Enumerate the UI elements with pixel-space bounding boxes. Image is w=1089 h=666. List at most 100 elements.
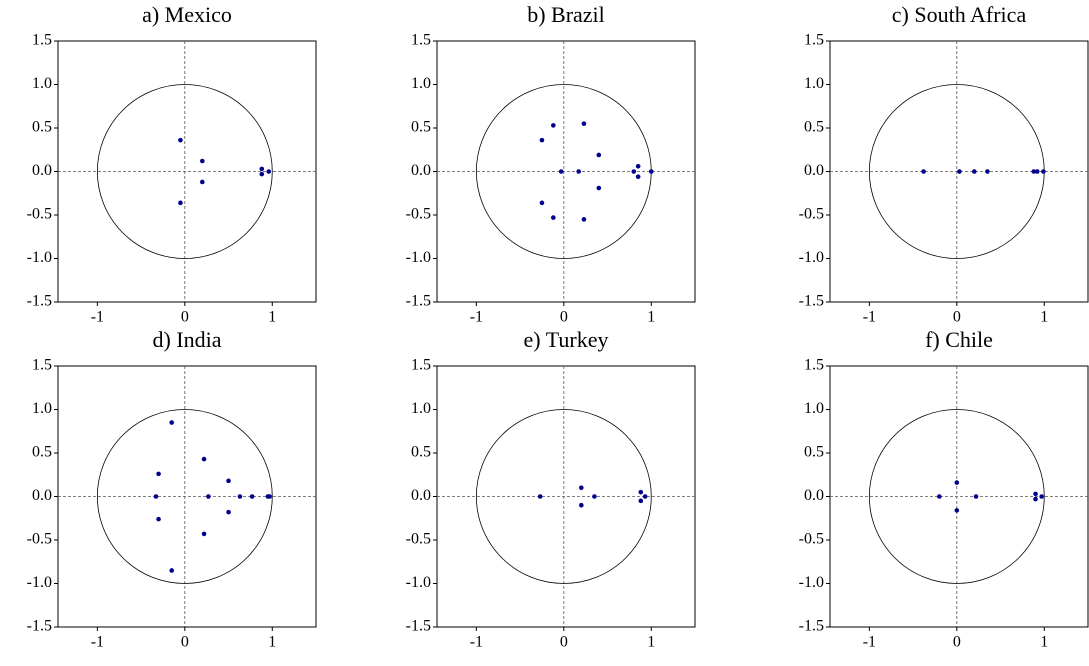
y-tick-label: -1.5 <box>799 293 824 310</box>
point <box>226 509 231 515</box>
y-tick-label: 1.5 <box>411 357 431 374</box>
y-tick-label: 0.0 <box>804 162 824 179</box>
point <box>937 494 942 499</box>
point <box>200 158 205 164</box>
y-tick-label: 0.0 <box>32 487 52 504</box>
y-tick-label: 0.5 <box>411 119 431 136</box>
point <box>259 166 265 172</box>
point <box>1033 496 1038 502</box>
point <box>592 494 597 499</box>
y-tick-label: 0.0 <box>32 162 52 179</box>
y-tick-label: -1.0 <box>406 249 431 266</box>
y-tick-label: 1.5 <box>32 32 52 49</box>
point <box>635 174 641 180</box>
y-tick-label: 0.5 <box>411 444 431 461</box>
y-tick-label: 0.5 <box>32 119 52 136</box>
point <box>1039 494 1044 499</box>
x-tick-label: -1 <box>91 634 104 651</box>
point <box>200 179 205 185</box>
point <box>201 531 207 537</box>
y-tick-label: 0.0 <box>804 487 824 504</box>
y-tick-label: -1.5 <box>406 293 431 310</box>
y-tick-label: -1.0 <box>799 574 824 591</box>
point <box>954 480 960 485</box>
point <box>576 169 581 174</box>
point <box>635 163 641 169</box>
chart-title: f) Chile <box>925 327 993 352</box>
x-tick-label: -1 <box>863 634 876 651</box>
y-tick-label: -1.0 <box>27 574 52 591</box>
point <box>539 200 545 206</box>
point <box>558 169 564 174</box>
chart-title: d) India <box>152 327 221 352</box>
y-tick-label: 1.5 <box>411 32 431 49</box>
unit-circle <box>868 409 1045 584</box>
x-tick-label: 0 <box>953 309 961 326</box>
y-tick-label: -1.0 <box>27 249 52 266</box>
point <box>156 471 161 477</box>
point <box>237 494 243 499</box>
point <box>1034 169 1040 174</box>
x-tick-label: 1 <box>1040 634 1048 651</box>
y-tick-label: 1.0 <box>411 75 431 92</box>
y-tick-label: -0.5 <box>27 531 52 548</box>
unit-circle <box>96 84 273 259</box>
x-tick-label: -1 <box>470 634 483 651</box>
point <box>249 494 255 499</box>
y-tick-label: -1.0 <box>406 574 431 591</box>
point <box>169 568 174 573</box>
point <box>581 121 587 126</box>
x-tick-label: 1 <box>268 634 276 651</box>
y-tick-label: 1.0 <box>411 400 431 417</box>
x-tick-label: -1 <box>470 309 483 326</box>
plot-frame <box>57 40 317 303</box>
point <box>206 494 211 499</box>
point <box>537 494 543 499</box>
point <box>259 171 265 177</box>
y-tick-label: -1.5 <box>406 618 431 635</box>
y-tick-label: 1.5 <box>804 357 824 374</box>
point <box>1031 169 1037 174</box>
x-tick-label: 1 <box>647 634 655 651</box>
x-tick-label: 0 <box>181 309 189 326</box>
y-tick-label: -1.0 <box>799 249 824 266</box>
point <box>267 494 272 499</box>
point <box>1033 491 1038 497</box>
point <box>954 508 960 513</box>
y-tick-label: 1.0 <box>32 75 52 92</box>
y-tick-label: -0.5 <box>799 206 824 223</box>
point <box>596 152 602 158</box>
y-tick-label: 1.0 <box>804 400 824 417</box>
point <box>153 494 159 499</box>
y-tick-label: 1.0 <box>32 400 52 417</box>
chart-title: b) Brazil <box>527 2 605 27</box>
point <box>551 215 556 220</box>
unit-circle <box>96 409 273 584</box>
point <box>579 485 584 491</box>
y-tick-label: -0.5 <box>799 531 824 548</box>
point <box>266 169 272 174</box>
point <box>973 494 979 499</box>
x-tick-label: 1 <box>268 309 276 326</box>
chart-title: c) South Africa <box>892 2 1027 27</box>
x-tick-label: 0 <box>181 634 189 651</box>
chart-title: e) Turkey <box>524 327 609 352</box>
unit-circle <box>475 409 652 584</box>
y-tick-label: 1.5 <box>804 32 824 49</box>
plot-frame <box>436 40 696 303</box>
point <box>156 516 161 522</box>
point <box>631 169 637 174</box>
x-tick-label: 1 <box>647 309 655 326</box>
point <box>551 123 556 128</box>
y-tick-label: 0.5 <box>804 444 824 461</box>
y-tick-label: 0.0 <box>411 162 431 179</box>
point <box>972 169 977 174</box>
x-tick-label: -1 <box>91 309 104 326</box>
point <box>178 200 183 206</box>
chart-title: a) Mexico <box>142 2 232 27</box>
point <box>642 494 648 499</box>
point <box>169 420 174 425</box>
y-tick-label: 1.5 <box>32 357 52 374</box>
plot-frame <box>57 365 317 628</box>
